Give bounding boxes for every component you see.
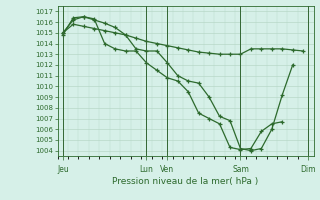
X-axis label: Pression niveau de la mer( hPa ): Pression niveau de la mer( hPa ) [112,177,259,186]
